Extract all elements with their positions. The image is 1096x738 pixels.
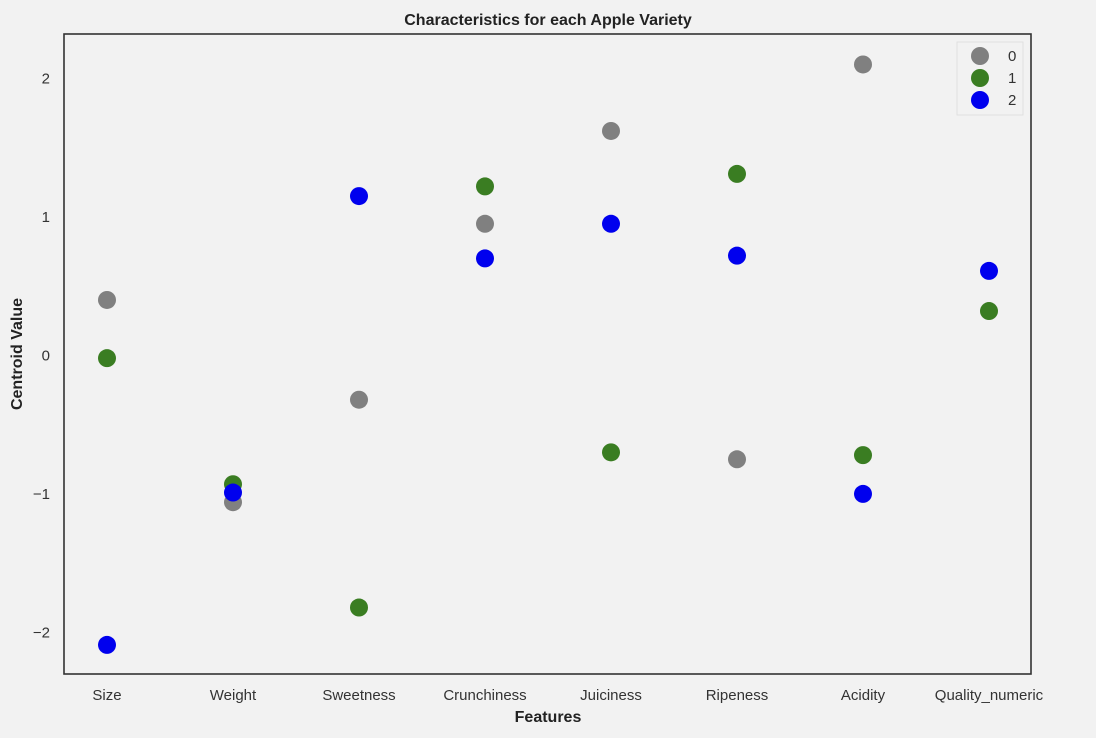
- y-tick-label: 2: [42, 70, 50, 87]
- legend: 0 1 2: [956, 41, 1024, 116]
- legend-label: 0: [1008, 48, 1016, 65]
- data-point-series-1: [980, 302, 998, 321]
- data-point-series-1: [350, 598, 368, 617]
- x-axis-label: Features: [515, 709, 582, 726]
- data-point-series-0: [98, 290, 116, 309]
- data-point-series-2: [98, 635, 116, 654]
- chart-title: Characteristics for each Apple Variety: [404, 12, 692, 29]
- data-point-series-2: [602, 214, 620, 233]
- data-point-series-0: [854, 55, 872, 74]
- legend-label: 2: [1008, 92, 1016, 109]
- legend-box: [956, 41, 1024, 116]
- x-tick-label: Sweetness: [322, 687, 395, 704]
- legend-marker: [971, 91, 989, 109]
- y-tick-label: −2: [33, 624, 50, 641]
- x-tick-label: Quality_numeric: [935, 687, 1044, 704]
- data-point-series-0: [602, 121, 620, 140]
- data-point-series-2: [728, 246, 746, 265]
- legend-marker: [971, 69, 989, 87]
- data-point-series-1: [98, 349, 116, 368]
- x-tick-label: Ripeness: [706, 687, 769, 704]
- plot-area: [63, 33, 1032, 675]
- data-points: [98, 55, 998, 654]
- data-point-series-0: [728, 450, 746, 469]
- legend-label: 1: [1008, 70, 1016, 87]
- x-axis-ticks: Size Weight Sweetness Crunchiness Juiciness R…: [92, 687, 1043, 704]
- x-tick-label: Size: [92, 687, 121, 704]
- data-point-series-1: [476, 177, 494, 196]
- x-tick-label: Juiciness: [580, 687, 642, 704]
- data-point-series-0: [350, 390, 368, 409]
- y-axis-ticks: −2 −1 0 1 2: [33, 70, 50, 641]
- y-tick-label: 0: [42, 347, 50, 364]
- x-tick-label: Weight: [210, 687, 257, 704]
- data-point-series-1: [728, 164, 746, 183]
- y-axis-label: Centroid Value: [9, 298, 26, 410]
- data-point-series-2: [854, 484, 872, 503]
- data-point-series-0: [476, 214, 494, 233]
- y-tick-label: 1: [42, 209, 50, 226]
- data-point-series-2: [980, 261, 998, 280]
- data-point-series-1: [602, 443, 620, 462]
- data-point-series-1: [854, 446, 872, 465]
- data-point-series-2: [350, 187, 368, 206]
- x-tick-label: Crunchiness: [443, 687, 526, 704]
- data-point-series-2: [224, 483, 242, 502]
- y-tick-label: −1: [33, 486, 50, 503]
- legend-marker: [971, 47, 989, 65]
- data-point-series-2: [476, 249, 494, 268]
- x-tick-label: Acidity: [841, 687, 886, 704]
